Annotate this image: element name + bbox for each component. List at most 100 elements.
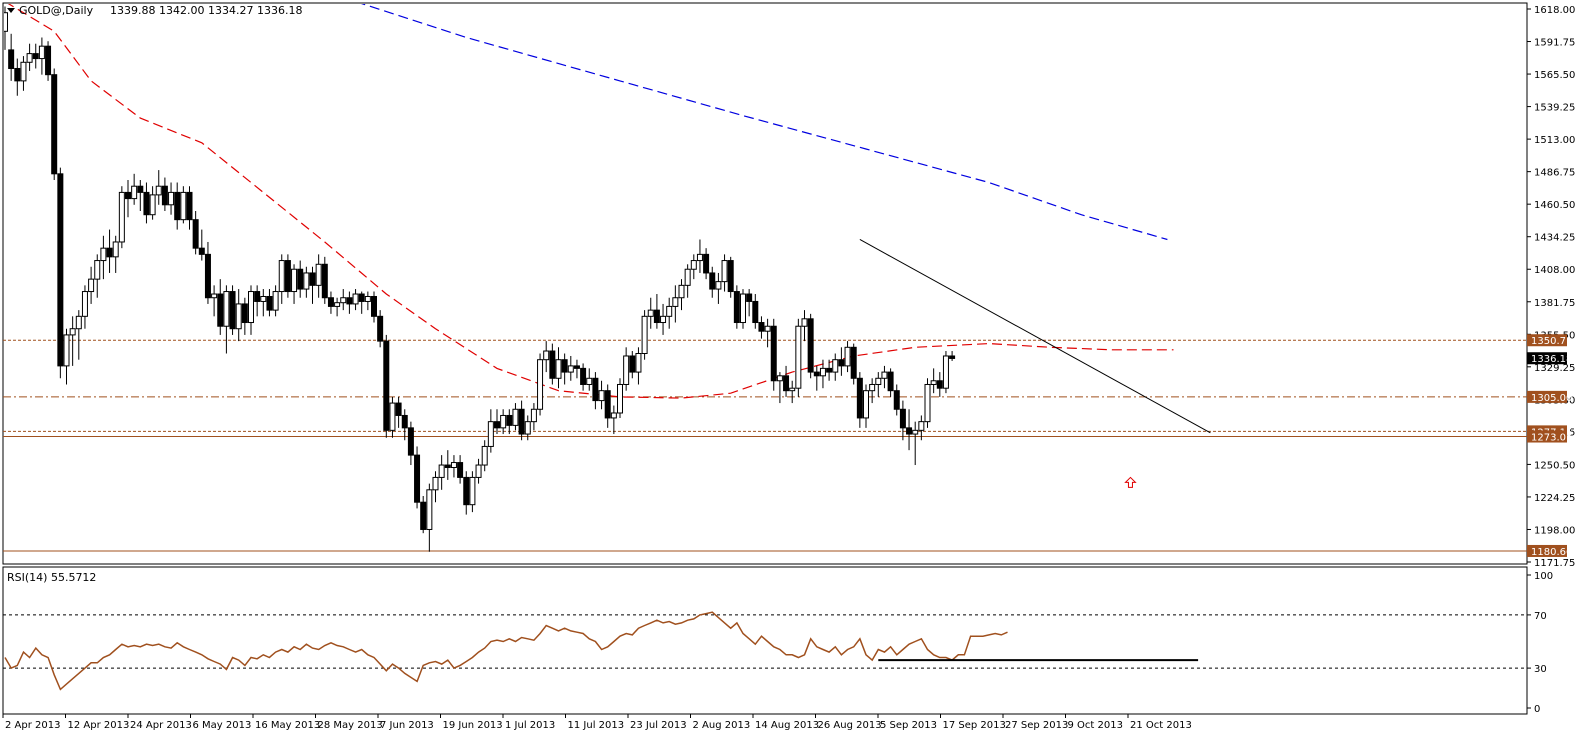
price-tick-label-7: 1434.25	[1534, 233, 1575, 244]
candle-body-135	[832, 359, 839, 373]
candle-body-59	[364, 295, 371, 302]
candle-8	[51, 68, 58, 181]
price-tick-label-8: 1408.00	[1534, 265, 1575, 276]
candle-94	[580, 363, 587, 391]
ohlc-readout: 1339.88 1342.00 1334.27 1336.18	[110, 4, 302, 17]
candle-45	[278, 254, 285, 304]
candle-body-88	[543, 350, 550, 361]
candle-0	[4, 6, 8, 50]
candle-body-0	[4, 12, 8, 32]
date-tick-label-8: 1 Jul 2013	[505, 720, 555, 731]
candle-body-60	[371, 295, 377, 317]
candle-7	[45, 41, 52, 81]
candle-118	[727, 256, 734, 298]
candle-body-31	[192, 219, 199, 249]
candle-body-63	[389, 402, 396, 431]
candle-133	[819, 359, 826, 389]
candle-body-47	[291, 268, 298, 293]
candle-106	[653, 294, 660, 329]
candle-149	[918, 415, 925, 441]
candle-4	[26, 43, 33, 71]
candle-body-91	[561, 359, 568, 373]
candle-body-136	[838, 359, 845, 367]
candle-50	[309, 266, 316, 304]
candle-body-106	[653, 309, 660, 324]
date-tick-label-14: 5 Sep 2013	[880, 720, 937, 731]
candle-body-55	[340, 297, 347, 304]
date-tick-label-16: 27 Sep 2013	[1005, 720, 1068, 731]
candle-body-11	[69, 328, 76, 336]
candle-body-70	[432, 476, 439, 491]
candle-75	[463, 471, 470, 515]
candle-129	[795, 318, 802, 397]
candle-1	[8, 33, 15, 81]
candle-body-67	[414, 454, 421, 503]
candle-68	[420, 496, 427, 534]
candle-24	[149, 186, 156, 220]
candle-120	[740, 289, 746, 329]
collapse-triangle-icon[interactable]	[7, 8, 15, 13]
candle-body-153	[942, 355, 949, 389]
rsi-axis: 100 70 30 0	[1527, 571, 1553, 715]
candle-41	[254, 285, 261, 317]
candle-body-129	[795, 325, 802, 389]
candle-80	[494, 409, 500, 435]
candle-66	[407, 421, 414, 466]
candle-9	[57, 167, 64, 379]
candle-body-40	[248, 291, 254, 324]
candle-69	[426, 483, 433, 552]
candle-body-112	[690, 260, 697, 270]
candle-body-18	[112, 241, 119, 258]
candle-body-154	[949, 355, 956, 359]
candle-body-71	[438, 464, 445, 478]
candle-body-8	[51, 74, 58, 175]
candle-88	[543, 341, 550, 373]
candle-body-26	[161, 185, 168, 206]
candle-body-109	[672, 297, 679, 307]
candle-15	[94, 254, 101, 298]
price-tick-label-2: 1565.50	[1534, 70, 1575, 81]
candle-body-58	[358, 293, 365, 302]
candle-body-108	[666, 305, 673, 317]
candle-body-20	[125, 191, 131, 200]
date-tick-label-5: 28 May 2013	[318, 720, 383, 731]
candle-121	[746, 289, 753, 317]
date-tick-label-6: 7 Jun 2013	[380, 720, 434, 731]
candle-34	[211, 285, 218, 317]
candle-body-132	[813, 371, 820, 377]
rsi-tick-label-30: 30	[1534, 664, 1547, 675]
candle-48	[297, 260, 304, 298]
candle-44	[272, 285, 279, 317]
candle-84	[518, 400, 525, 441]
candle-body-79	[487, 421, 494, 447]
candle-body-148	[912, 429, 919, 435]
candle-body-19	[118, 191, 125, 243]
candle-body-21	[131, 185, 138, 200]
candle-67	[414, 446, 421, 509]
candle-body-2	[14, 67, 21, 82]
candle-body-66	[407, 427, 414, 456]
price-labels: 1350.711305.001277.151273.011180.661336.…	[1527, 334, 1572, 558]
candle-body-24	[149, 194, 156, 216]
price-label-box-3	[1527, 430, 1567, 443]
candle-body-9	[57, 173, 64, 367]
candle-body-97	[598, 390, 605, 402]
candle-57	[352, 289, 359, 311]
candle-51	[315, 254, 322, 298]
price-label-box-5	[1527, 352, 1567, 365]
candle-body-133	[819, 367, 826, 377]
candle-92	[567, 355, 574, 381]
candle-body-65	[401, 414, 408, 429]
candle-81	[500, 409, 507, 435]
candle-body-56	[346, 297, 353, 305]
candle-body-90	[555, 359, 562, 379]
candle-body-35	[217, 293, 224, 327]
candle-154	[949, 351, 956, 361]
candle-body-50	[309, 272, 316, 286]
price-tick-label-3: 1539.25	[1534, 103, 1575, 114]
candle-141	[869, 378, 876, 404]
price-tick-label-17: 1171.75	[1534, 558, 1575, 569]
candle-31	[192, 210, 199, 255]
candle-14	[88, 266, 95, 304]
candle-21	[131, 173, 138, 205]
